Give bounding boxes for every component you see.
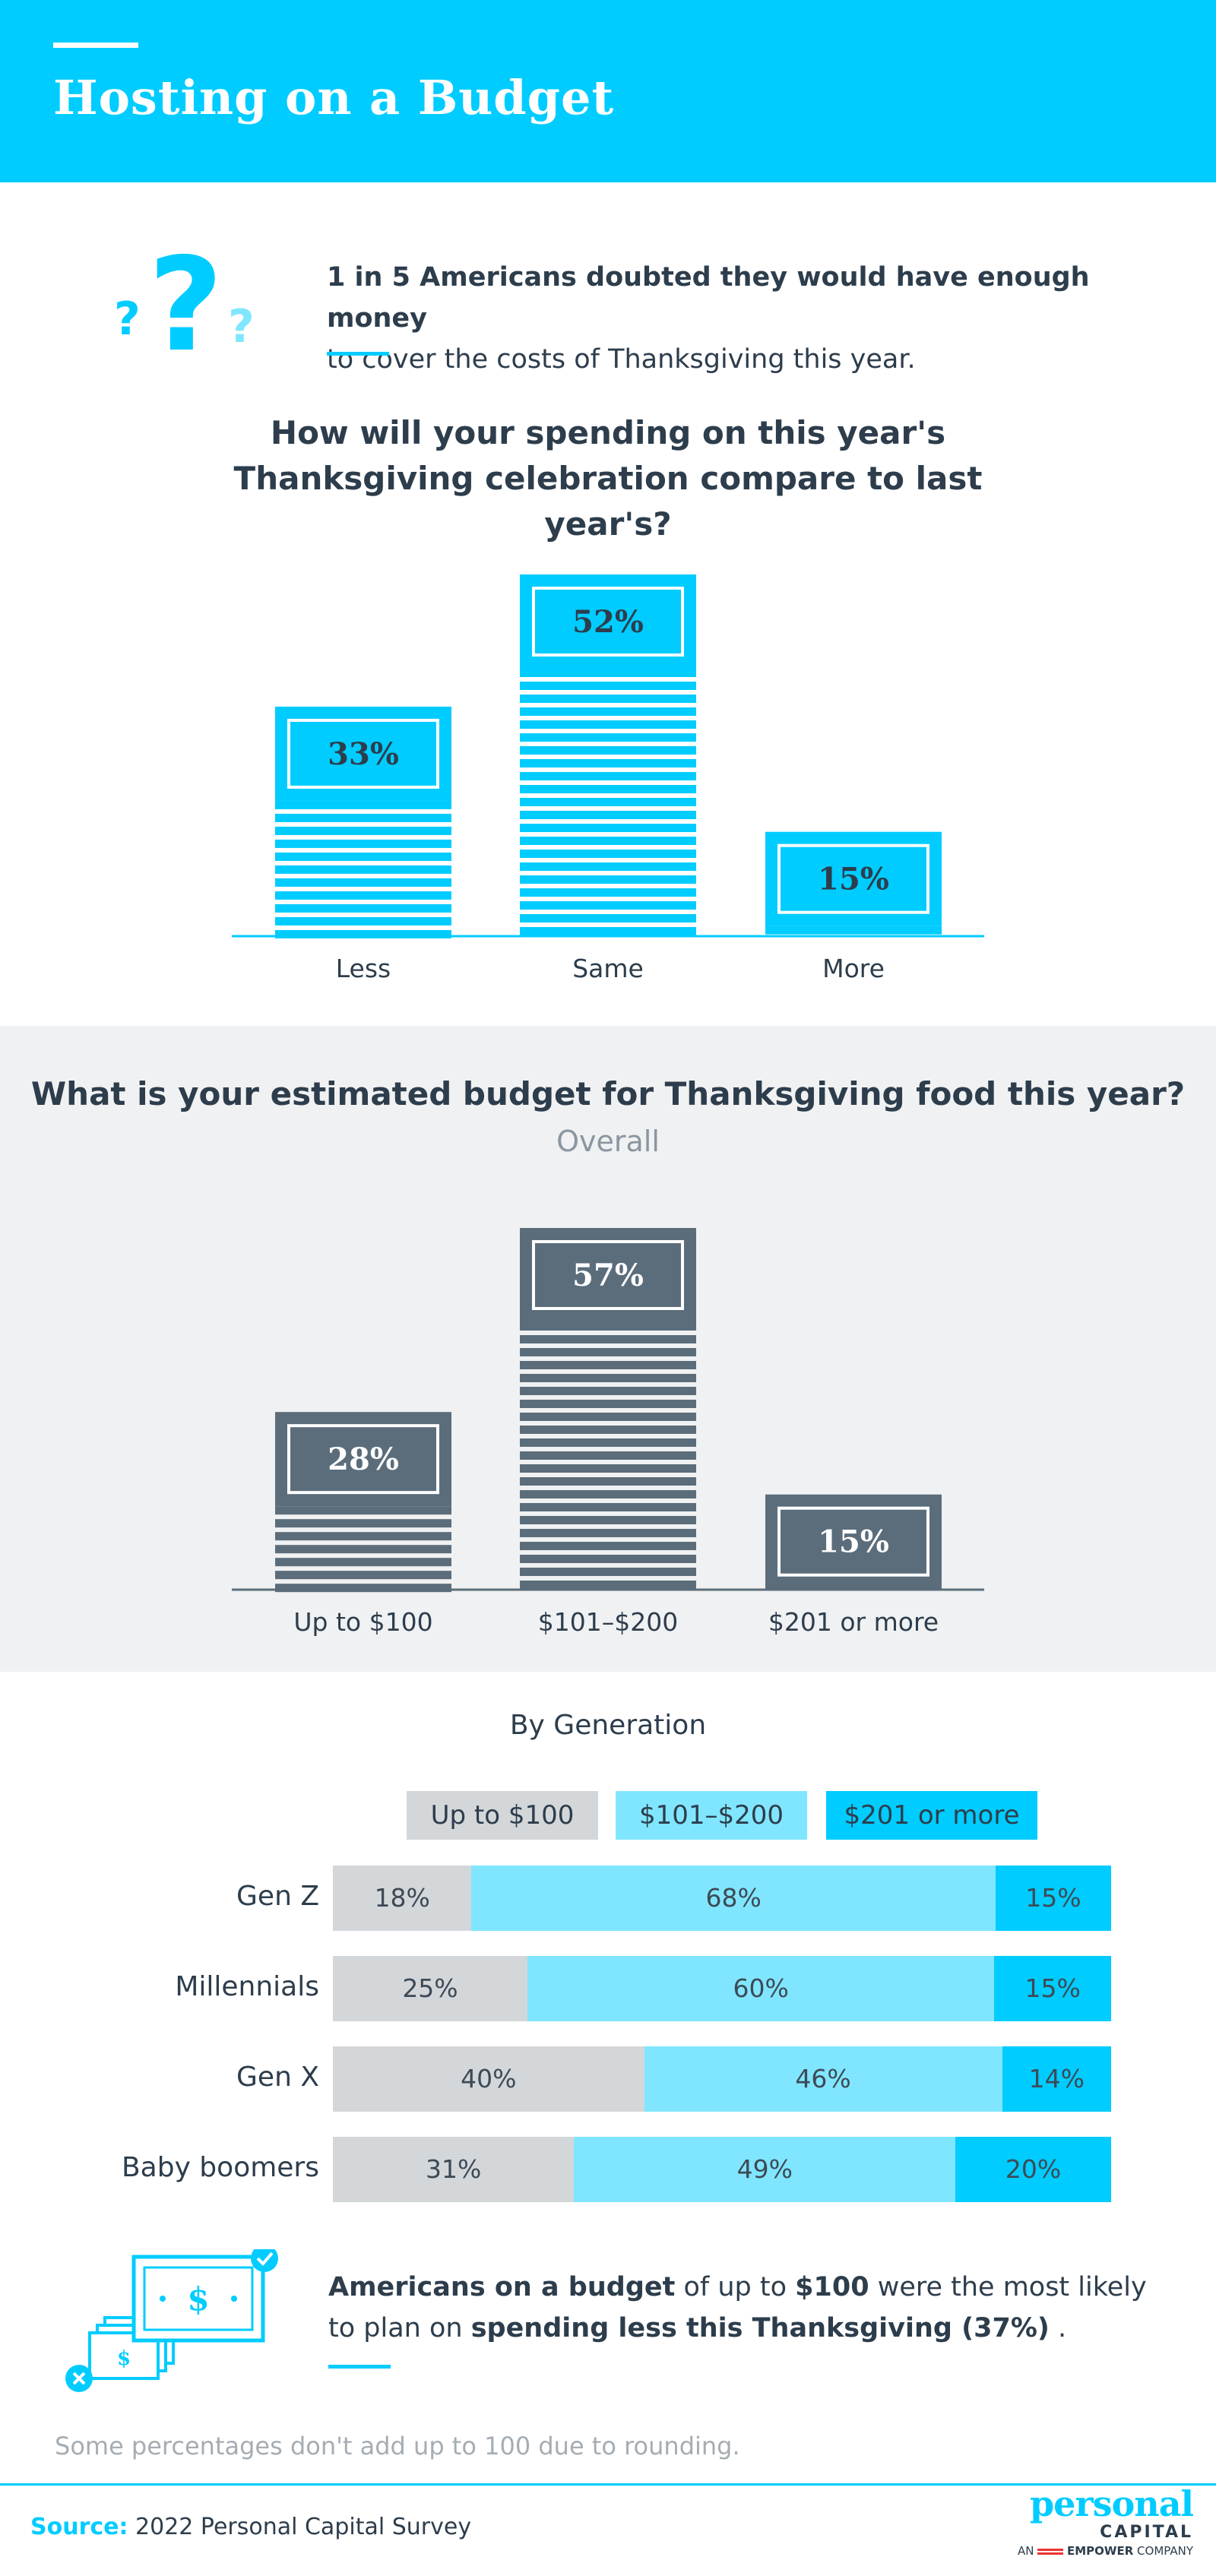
budget-value-label-2: 15% xyxy=(818,1524,889,1560)
budget-value-label-1: 57% xyxy=(572,1258,644,1293)
spending-value-label-0: 33% xyxy=(328,736,399,772)
legend-101-200: $101–$200 xyxy=(616,1791,807,1840)
spending-value-label-2: 15% xyxy=(818,862,889,897)
callout-text-7: . xyxy=(1049,2313,1067,2343)
spending-bar-chart: 33% Less 52% Same 15% More xyxy=(232,574,984,983)
generation-segment-1-2: 15% xyxy=(994,1956,1111,2021)
spending-bill-frame-1 xyxy=(532,587,684,657)
budget-category-0: Up to $100 xyxy=(293,1607,432,1637)
budget-bill-frame-1 xyxy=(532,1240,684,1310)
intro-bold: 1 in 5 Americans doubted they would have… xyxy=(327,262,1090,334)
generation-segment-2-1: 46% xyxy=(644,2046,1002,2112)
generation-segment-3-1: 49% xyxy=(574,2137,956,2202)
spending-category-1: Same xyxy=(572,954,644,983)
money-stack-icon: $ $ xyxy=(61,2245,289,2401)
generation-segment-2-2: 14% xyxy=(1002,2046,1111,2112)
svg-text:?: ? xyxy=(228,300,255,353)
budget-bar-chart: 28% Up to $100 57% $101–$200 15% $201 or more xyxy=(232,1228,984,1637)
callout-text-2: of up to xyxy=(675,2272,796,2302)
logo-personal: personal xyxy=(1030,2483,1194,2524)
spending-bar-1 xyxy=(520,574,696,935)
source-label: Source: xyxy=(30,2514,128,2540)
callout-bold-3: $100 xyxy=(795,2272,869,2302)
generation-label-0: Gen Z xyxy=(236,1881,319,1912)
callout-text: Americans on a budget of up to $100 were… xyxy=(328,2267,1195,2349)
budget-category-2: $201 or more xyxy=(768,1607,939,1637)
spending-category-0: Less xyxy=(336,954,391,983)
generation-segment-3-2: 20% xyxy=(955,2137,1111,2202)
budget-category-1: $101–$200 xyxy=(538,1607,678,1637)
budget-subtitle: Overall xyxy=(556,1125,660,1158)
budget-bar-1 xyxy=(520,1228,696,1589)
generation-segment-3-0: 31% xyxy=(333,2137,575,2202)
logo-swoosh-icon xyxy=(1037,2548,1064,2555)
intro-accent-line xyxy=(327,352,389,356)
svg-text:?: ? xyxy=(114,293,141,346)
logo-empower: AN EMPOWER COMPANY xyxy=(996,2543,1193,2559)
spending-value-label-1: 52% xyxy=(572,604,644,640)
personal-capital-logo: personal CAPITAL AN EMPOWER COMPANY xyxy=(996,2483,1194,2568)
generation-title: By Generation xyxy=(509,1710,707,1741)
callout-accent-line xyxy=(328,2365,391,2369)
source-text: 2022 Personal Capital Survey xyxy=(128,2514,472,2540)
logo-an: AN xyxy=(1017,2544,1034,2558)
spending-bill-frame-2 xyxy=(777,843,929,914)
spending-bar-2 xyxy=(765,831,942,935)
question-marks-icon: ? ? ? xyxy=(99,230,266,381)
budget-bill-frame-0 xyxy=(287,1424,439,1495)
logo-company: COMPANY xyxy=(1137,2544,1193,2558)
rounding-note: Some percentages don't add up to 100 due… xyxy=(55,2432,740,2460)
spending-category-2: More xyxy=(822,954,885,983)
generation-segment-1-1: 60% xyxy=(527,1956,995,2021)
generation-segment-1-0: 25% xyxy=(333,1956,527,2021)
legend-up-to-100: Up to $100 xyxy=(407,1791,598,1840)
callout-text-5: to plan on xyxy=(328,2313,471,2343)
logo-empower-text: EMPOWER xyxy=(1067,2544,1134,2558)
generation-segment-0-0: 18% xyxy=(333,1866,472,1931)
intro-text: 1 in 5 Americans doubted they would have… xyxy=(327,257,1193,380)
spending-question-title: How will your spending on this year's Th… xyxy=(233,414,983,543)
legend-201-more: $201 or more xyxy=(826,1791,1037,1840)
footer-divider xyxy=(0,2483,1216,2486)
page-title: Hosting on a Budget xyxy=(53,70,615,125)
budget-value-label-0: 28% xyxy=(328,1441,399,1477)
svg-text:$: $ xyxy=(187,2280,209,2318)
spending-bill-frame-0 xyxy=(287,718,439,789)
spending-bar-0 xyxy=(275,706,451,938)
generation-segment-2-0: 40% xyxy=(333,2046,644,2112)
generation-label-1: Millennials xyxy=(175,1971,319,2002)
budget-bill-frame-2 xyxy=(777,1506,929,1577)
header-rule xyxy=(53,43,138,48)
svg-text:$: $ xyxy=(117,2347,131,2370)
budget-question-title: What is your estimated budget for Thanks… xyxy=(30,1075,1186,1112)
budget-bar-2 xyxy=(765,1494,942,1589)
generation-segment-0-1: 68% xyxy=(471,1866,996,1931)
callout-text-4: were the most likely xyxy=(869,2272,1147,2302)
callout-bold-1: Americans on a budget xyxy=(328,2272,676,2302)
svg-text:?: ? xyxy=(148,236,223,357)
header-banner: Hosting on a Budget xyxy=(0,0,1216,182)
source-line: Source: 2022 Personal Capital Survey xyxy=(30,2514,471,2540)
generation-label-2: Gen X xyxy=(236,2062,319,2093)
generation-label-3: Baby boomers xyxy=(121,2152,319,2183)
callout-bold-6: spending less this Thanksgiving (37%) xyxy=(470,2313,1050,2343)
logo-capital: CAPITAL xyxy=(1100,2523,1193,2542)
intro-rest: to cover the costs of Thanksgiving this … xyxy=(327,344,916,375)
generation-segment-0-2: 15% xyxy=(995,1866,1111,1931)
budget-bar-0 xyxy=(275,1412,451,1593)
